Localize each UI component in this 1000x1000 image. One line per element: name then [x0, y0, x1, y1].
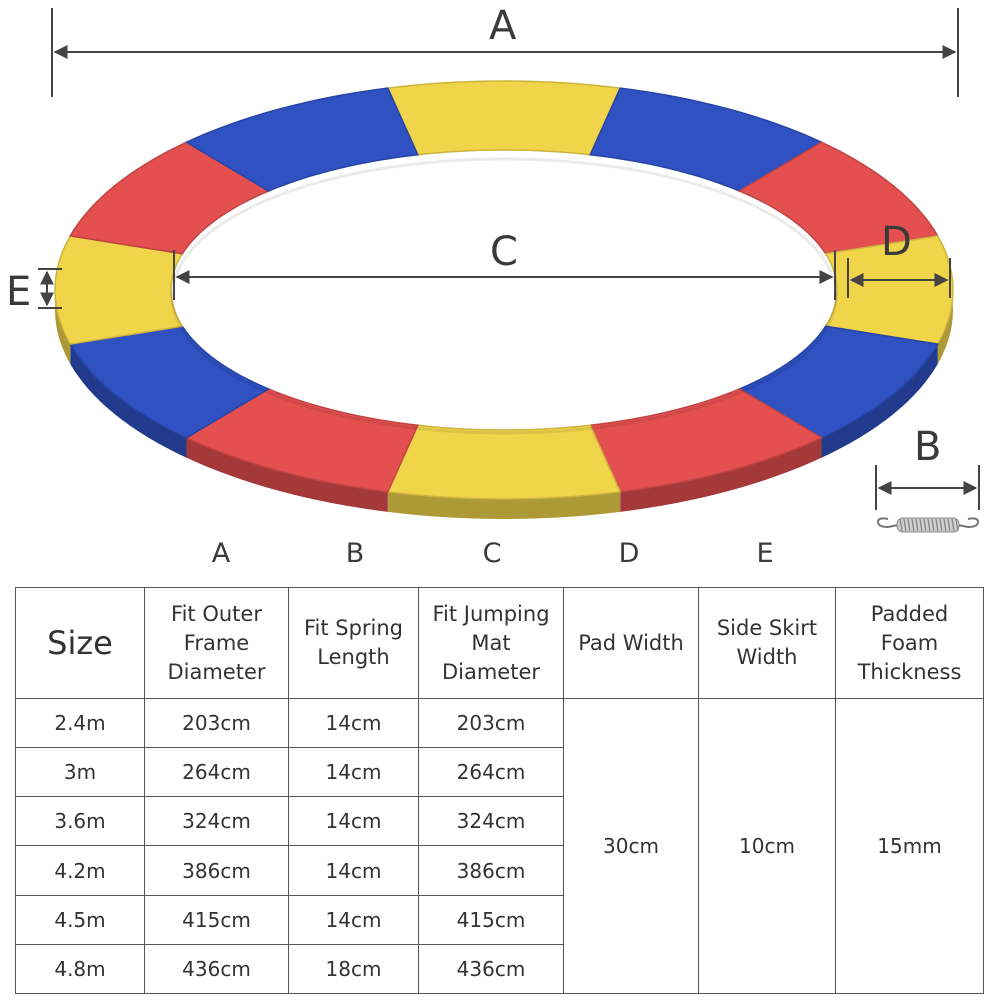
- trampoline-pad-diagram: [38, 8, 980, 533]
- pad-segment: [386, 80, 622, 156]
- header-size: Size: [15, 587, 145, 699]
- dimension-d-line: [847, 258, 951, 298]
- column-letter-row: A B C D E: [0, 540, 1000, 580]
- pad-skirt-segment: [70, 344, 187, 458]
- cell-size: 4.8m: [15, 943, 145, 995]
- dimension-a-line: [51, 8, 959, 97]
- header-spring-length: Fit Spring Length: [288, 587, 419, 699]
- cell-spring: 14cm: [288, 796, 419, 847]
- spring-coil: [931, 518, 935, 532]
- spring-coil: [943, 518, 947, 532]
- spring-coil: [903, 518, 907, 532]
- size-spec-table: Size Fit Outer Frame Diameter Fit Spring…: [15, 587, 984, 995]
- label-c: C: [490, 229, 518, 275]
- cell-mat: 415cm: [418, 894, 564, 945]
- pad-skirt-segment: [620, 437, 822, 512]
- cell-size: 2.4m: [15, 697, 145, 749]
- cell-outer: 386cm: [144, 845, 289, 896]
- cell-spring: 14cm: [288, 894, 419, 945]
- spring-coil: [939, 518, 943, 532]
- header-outer-frame: Fit Outer Frame Diameter: [144, 587, 289, 699]
- cell-pad-width: 30cm: [563, 698, 699, 994]
- cell-spring: 14cm: [288, 697, 419, 749]
- label-a: A: [489, 3, 517, 49]
- cell-outer: 436cm: [144, 943, 289, 995]
- table-row: 4.2m 386cm 14cm 386cm: [15, 845, 984, 896]
- spring-coil: [927, 518, 931, 532]
- spring-coil: [951, 518, 955, 532]
- label-d: D: [881, 219, 912, 265]
- column-letter-d: D: [618, 538, 640, 569]
- column-letter-e: E: [756, 538, 774, 569]
- dimension-c-line: [173, 250, 836, 300]
- cell-skirt-width: 10cm: [698, 698, 836, 994]
- cell-mat: 386cm: [418, 845, 564, 896]
- cell-mat: 203cm: [418, 697, 564, 749]
- cell-spring: 14cm: [288, 747, 419, 798]
- pad-segment: [184, 87, 419, 192]
- dimension-e-line: [38, 268, 62, 309]
- cell-outer: 203cm: [144, 697, 289, 749]
- cell-mat: 436cm: [418, 943, 564, 995]
- pad-segment: [54, 235, 184, 345]
- cell-outer: 264cm: [144, 747, 289, 798]
- spring-coil: [899, 518, 903, 532]
- column-letter-b: B: [345, 538, 365, 569]
- pad-segment: [386, 424, 622, 500]
- cell-spring: 14cm: [288, 845, 419, 896]
- spring-coil: [955, 518, 959, 532]
- spring-coil: [947, 518, 951, 532]
- cell-size: 4.5m: [15, 894, 145, 945]
- table-row: 3.6m 324cm 14cm 324cm: [15, 796, 984, 847]
- pad-skirt-segment: [387, 491, 621, 519]
- spring-coil: [907, 518, 911, 532]
- pad-skirt-segment: [821, 344, 938, 458]
- table-row: 4.8m 436cm 18cm 436cm: [15, 943, 984, 995]
- header-mat-diameter: Fit Jumping Mat Diameter: [418, 587, 564, 699]
- label-b: B: [914, 424, 942, 470]
- header-skirt-width: Side Skirt Width: [698, 587, 836, 699]
- table-row: 3m 264cm 14cm 264cm: [15, 747, 984, 798]
- cell-size: 3m: [15, 747, 145, 798]
- cell-outer: 415cm: [144, 894, 289, 945]
- cell-size: 3.6m: [15, 796, 145, 847]
- spring-coil: [915, 518, 919, 532]
- cell-spring: 18cm: [288, 943, 419, 995]
- spring-coil: [911, 518, 915, 532]
- table-row: 4.5m 415cm 14cm 415cm: [15, 894, 984, 945]
- label-e: E: [6, 269, 32, 315]
- dimension-b-line: [875, 465, 980, 510]
- header-pad-width: Pad Width: [563, 587, 699, 699]
- cell-foam-thickness: 15mm: [835, 698, 984, 994]
- cell-outer: 324cm: [144, 796, 289, 847]
- pad-ring-top: [54, 80, 954, 500]
- cell-mat: 324cm: [418, 796, 564, 847]
- spring-coil: [919, 518, 923, 532]
- spring-coil: [935, 518, 939, 532]
- table-header-row: Size Fit Outer Frame Diameter Fit Spring…: [15, 587, 984, 699]
- cell-mat: 264cm: [418, 747, 564, 798]
- column-letter-a: A: [211, 538, 231, 569]
- spring-icon: [876, 517, 980, 533]
- table-row: 2.4m 203cm 14cm 203cm 30cm 10cm 15mm: [15, 697, 984, 994]
- cell-size: 4.2m: [15, 845, 145, 896]
- pad-skirt-segment: [186, 437, 388, 512]
- spring-coil: [923, 518, 927, 532]
- header-foam-thickness: Padded Foam Thickness: [835, 587, 984, 699]
- column-letter-c: C: [482, 538, 502, 569]
